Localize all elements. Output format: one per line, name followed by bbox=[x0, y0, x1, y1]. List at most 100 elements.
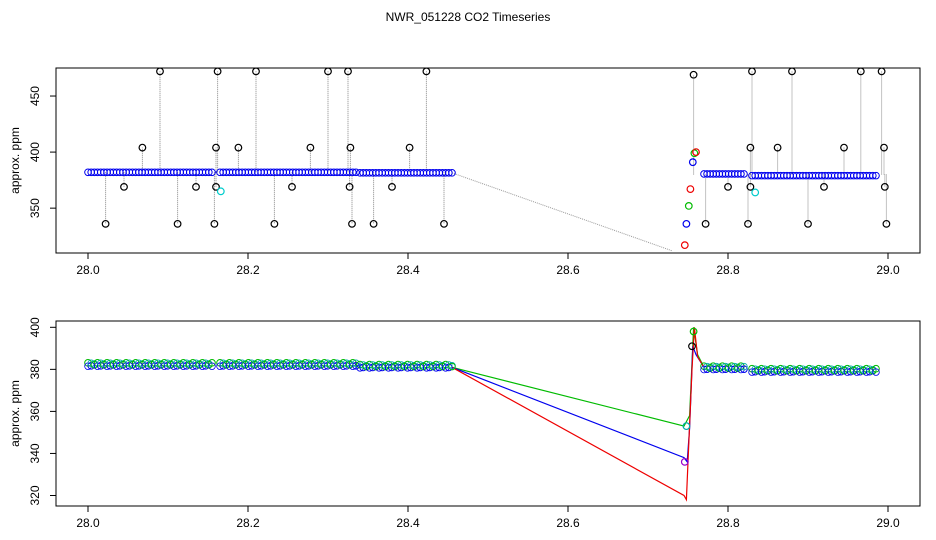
panel1-spike-point bbox=[120, 182, 128, 191]
panel1-data-point bbox=[352, 168, 360, 177]
panel1-spike-point bbox=[840, 143, 848, 152]
panel1-cyan-point bbox=[216, 187, 225, 196]
panel2-data-point bbox=[740, 362, 748, 371]
panel1-x-tick-label: 29.0 bbox=[876, 263, 900, 277]
panel1-x-tick-label: 28.4 bbox=[396, 263, 420, 277]
panel2-y-tick-label: 320 bbox=[28, 485, 42, 505]
panel1-spike-point bbox=[234, 143, 243, 152]
panel2-x-tick-label: 29.0 bbox=[876, 516, 900, 530]
panel1-spike-point bbox=[173, 219, 182, 228]
panel2-series-line bbox=[451, 327, 705, 502]
panel1-data-point bbox=[872, 171, 880, 180]
panel1-spike-point bbox=[270, 219, 279, 228]
panel2-data-point bbox=[448, 362, 456, 371]
panel2-y-axis-label: approx. ppm bbox=[8, 380, 22, 447]
panel1-spike-point bbox=[212, 182, 220, 191]
panel1-spike-point bbox=[748, 68, 756, 76]
panel2-series-line bbox=[451, 345, 705, 464]
panel1-plot-area bbox=[84, 68, 891, 252]
panel1-spike-point bbox=[324, 68, 332, 76]
panel1-spike-point bbox=[212, 143, 220, 152]
panel2-transition-point bbox=[689, 327, 698, 336]
panel1-x-tick-label: 28.6 bbox=[556, 263, 580, 277]
panel1-data-point bbox=[448, 169, 456, 177]
panel1-spike-point bbox=[344, 68, 352, 76]
panel1-spike-point bbox=[882, 219, 891, 228]
panel1-spike-point bbox=[877, 68, 886, 76]
panel1-spike-point bbox=[820, 182, 828, 191]
panel1-spike-point bbox=[156, 68, 164, 76]
panel1-gap-line bbox=[451, 172, 673, 252]
panel1-spike-point bbox=[788, 68, 796, 76]
panel1-spike-point bbox=[345, 182, 354, 191]
panel2-y-tick-label: 380 bbox=[28, 359, 42, 379]
panel1-spike-point bbox=[880, 143, 888, 152]
panel1-spike-point bbox=[440, 219, 448, 228]
panel1-spike-point bbox=[744, 219, 752, 228]
panel1-transition-point bbox=[690, 149, 699, 158]
panel1-y-tick-label: 450 bbox=[28, 86, 42, 106]
panel1-transition-point bbox=[680, 241, 689, 250]
panel1-spike-point bbox=[689, 70, 698, 79]
panel1-data-point bbox=[737, 170, 745, 178]
panel1-x-tick-label: 28.0 bbox=[76, 263, 100, 277]
panel1-spike-point bbox=[213, 68, 222, 76]
panel1-spike-point bbox=[192, 182, 200, 191]
panel2-data-point bbox=[872, 364, 880, 373]
panel1-spike-point bbox=[346, 143, 355, 152]
panel1-spike-point bbox=[101, 219, 110, 228]
panel1-plot-frame bbox=[55, 67, 921, 254]
panel1-spike-point bbox=[210, 219, 219, 228]
panel1-y-tick-label: 400 bbox=[28, 142, 42, 162]
panel2-plot-area bbox=[84, 327, 880, 502]
panel2-data-point bbox=[208, 359, 216, 367]
panel2-data-point bbox=[352, 361, 360, 370]
panel1-data-point bbox=[445, 169, 453, 177]
panel2-x-tick-label: 28.8 bbox=[716, 516, 740, 530]
panel2-transition-point bbox=[682, 422, 691, 431]
panel1-transition-point bbox=[682, 219, 691, 228]
panel1-spike-point bbox=[701, 219, 710, 228]
panel2-plot-frame bbox=[55, 320, 921, 507]
panel1-data-point bbox=[208, 168, 216, 177]
panel2-data-point bbox=[872, 368, 880, 376]
panel1-cyan-point bbox=[751, 188, 760, 197]
panel2-series-line bbox=[451, 327, 705, 427]
panel1-data-point bbox=[740, 170, 748, 178]
panel1-spike-point bbox=[746, 143, 755, 152]
panel2-x-tick-label: 28.2 bbox=[236, 516, 260, 530]
panel1-spike-point bbox=[405, 143, 414, 152]
panel2-data-point bbox=[352, 359, 360, 367]
panel1-y-tick-label: 350 bbox=[28, 198, 42, 218]
panel1-spike-point bbox=[880, 182, 889, 191]
panel1-data-point bbox=[869, 171, 877, 180]
panel1-x-tick-label: 28.8 bbox=[716, 263, 740, 277]
panel1-spike-point bbox=[288, 182, 296, 191]
panel2-y-tick-label: 360 bbox=[28, 401, 42, 421]
panel2-transition-point bbox=[688, 342, 696, 351]
panel2-y-tick-label: 400 bbox=[28, 317, 42, 337]
panel1-x-tick-label: 28.2 bbox=[236, 263, 260, 277]
panel1-spike-point bbox=[422, 68, 431, 76]
panel1-spike-point bbox=[804, 219, 812, 228]
panel1-spike-point bbox=[348, 219, 356, 228]
panel1-spike-point bbox=[306, 143, 315, 152]
panel2-data-point bbox=[740, 365, 748, 373]
panel1-spike-point bbox=[856, 68, 865, 76]
panel1-data-point bbox=[205, 168, 213, 177]
panel2-x-tick-label: 28.0 bbox=[76, 516, 100, 530]
panel1-spike-point bbox=[724, 182, 732, 191]
panel1-spike-point bbox=[773, 143, 782, 152]
panel1-transition-point bbox=[692, 148, 700, 156]
panel1-spike-point bbox=[252, 68, 260, 76]
panel1-transition-point bbox=[688, 158, 697, 167]
panel2-x-tick-label: 28.6 bbox=[556, 516, 580, 530]
panel1-spike-point bbox=[746, 182, 755, 191]
panel1-data-point bbox=[349, 168, 357, 177]
panel2-y-tick-label: 340 bbox=[28, 443, 42, 463]
panel1-transition-point bbox=[684, 202, 693, 210]
panel2-data-point bbox=[208, 362, 216, 370]
chart-title: NWR_051228 CO2 Timeseries bbox=[385, 10, 551, 24]
panel1-spike-point bbox=[388, 182, 396, 191]
